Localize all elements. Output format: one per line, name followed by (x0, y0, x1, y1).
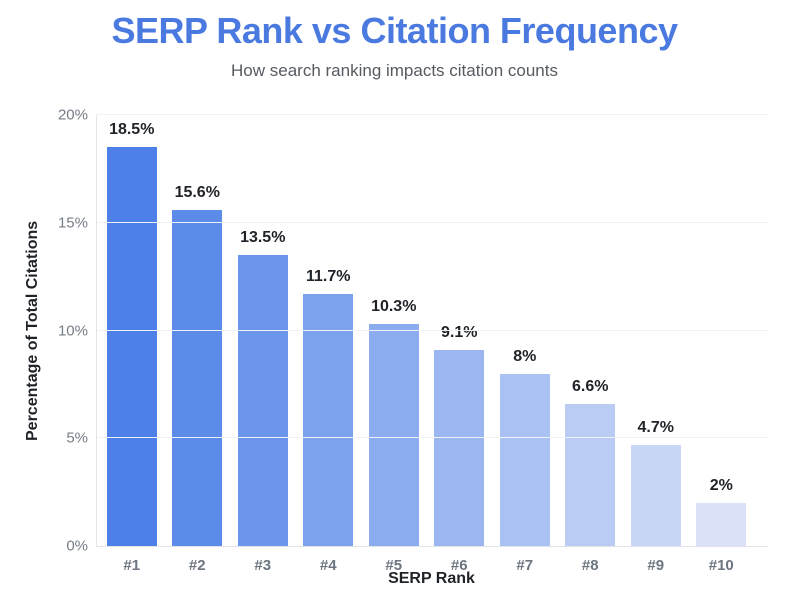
bar-slot: 8% #7 (492, 115, 558, 574)
x-tick-label: #4 (319, 557, 337, 574)
chart-subtitle: How search ranking impacts citation coun… (231, 61, 558, 80)
bar-slot: 2% #10 (689, 115, 755, 574)
bar-slot: 9.1% #6 (427, 115, 493, 574)
x-axis-title: SERP Rank (388, 570, 475, 587)
bar-row: 18.5% #1 15.6% #2 13.5% #3 11.7% #4 10.3% #5 9.1% #… (99, 115, 755, 574)
bar-value-label: 10.3% (371, 298, 417, 316)
bar-slot: 6.6% #8 (558, 115, 624, 574)
y-tick-label: 20% (57, 106, 88, 124)
bar-value-label: 11.7% (306, 267, 351, 285)
bar (172, 209, 223, 546)
x-tick-label: #6 (450, 557, 468, 574)
gridline (97, 329, 768, 331)
bar (499, 373, 550, 546)
x-tick-label: #9 (647, 557, 665, 574)
x-tick-label: #5 (385, 557, 403, 574)
y-tick-label: 0% (66, 537, 88, 555)
bar-value-label: 8% (513, 347, 537, 365)
bar (237, 255, 288, 546)
x-tick-label: #7 (516, 557, 534, 574)
bar-slot: 18.5% #1 (99, 115, 165, 574)
y-tick-label: 15% (57, 214, 88, 232)
bar (565, 403, 616, 546)
y-tick-label: 10% (57, 322, 88, 339)
bar-value-label: 4.7% (637, 418, 674, 436)
bar-value-label: 2% (709, 476, 733, 494)
bar-value-label: 6.6% (572, 377, 609, 395)
bar-value-label: 13.5% (240, 229, 286, 247)
y-tick-label: 5% (66, 429, 88, 447)
bar-value-label: 15.6% (174, 183, 220, 201)
x-tick-label: #1 (123, 557, 141, 574)
plot-area: 18.5% #1 15.6% #2 13.5% #3 11.7% #4 10.3% #5 9.1% #… (58, 107, 768, 574)
bar-slot: 10.3% #5 (361, 115, 427, 574)
bar-slot: 4.7% #9 (623, 115, 689, 574)
y-axis-title: Percentage of Total Citations (24, 220, 41, 441)
bar-value-label: 18.5% (109, 121, 155, 139)
bar (696, 502, 747, 546)
x-tick-label: #3 (254, 557, 272, 574)
gridline (97, 114, 768, 115)
bar-slot: 15.6% #2 (165, 115, 231, 574)
bar (106, 147, 157, 546)
bar (630, 444, 681, 546)
bar-slot: 11.7% #4 (296, 115, 362, 574)
x-tick-label: #8 (581, 557, 599, 574)
x-tick-label: #2 (188, 557, 206, 574)
gridline (97, 221, 768, 223)
bar-slot: 13.5% #3 (230, 115, 296, 574)
chart-title: SERP Rank vs Citation Frequency (111, 10, 678, 51)
bar (434, 349, 485, 546)
bar (303, 293, 354, 546)
x-tick-label: #10 (708, 557, 734, 574)
bar-value-label: 9.1% (441, 323, 478, 341)
bar (368, 324, 419, 546)
gridline (97, 437, 768, 439)
